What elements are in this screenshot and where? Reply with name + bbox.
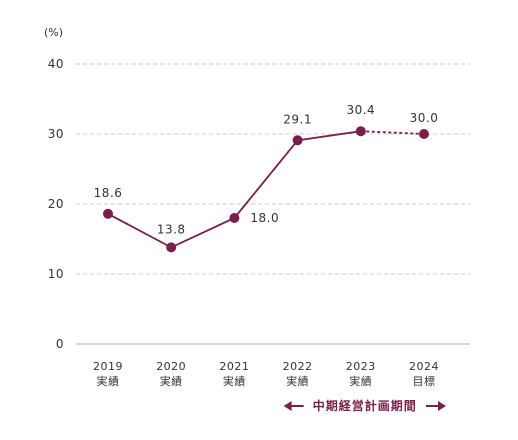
y-tick-20: 20 xyxy=(48,197,64,211)
data-label-2021: 18.0 xyxy=(250,211,279,225)
y-tick-40: 40 xyxy=(48,57,64,71)
period-annotation: 中期経営計画期間 xyxy=(283,398,446,413)
x-tick-2023: 2023 実績 xyxy=(346,360,376,388)
point-2022 xyxy=(292,135,303,146)
y-tick-0: 0 xyxy=(56,337,64,351)
data-labels: 18.6 13.8 18.0 29.1 30.4 30.0 xyxy=(94,103,439,236)
y-grid xyxy=(76,63,470,345)
data-label-2023: 30.4 xyxy=(346,103,375,117)
point-2021 xyxy=(229,213,240,223)
series-line-solid xyxy=(107,130,361,249)
x-tick-labels: 2019 実績 2020 実績 2021 実績 2022 実績 2023 実績 2024 目標 xyxy=(93,360,439,388)
point-2020 xyxy=(166,242,177,253)
period-label: 中期経営計画期間 xyxy=(313,398,417,413)
data-label-2024: 30.0 xyxy=(410,111,439,125)
data-label-2022: 29.1 xyxy=(283,112,312,126)
y-tick-30: 30 xyxy=(48,127,64,141)
y-axis-unit-label: (%) xyxy=(44,26,63,39)
series-group xyxy=(103,126,429,253)
x-tick-2019: 2019 実績 xyxy=(93,360,123,388)
point-2019 xyxy=(103,208,113,219)
point-2024 xyxy=(419,129,429,139)
x-tick-2022: 2022 実績 xyxy=(283,360,313,388)
x-tick-2020: 2020 実績 xyxy=(156,360,186,388)
period-arrow-left-head xyxy=(283,401,292,411)
x-tick-2024: 2024 目標 xyxy=(409,360,439,388)
y-tick-10: 10 xyxy=(48,267,64,281)
period-arrow-right-head xyxy=(438,401,446,411)
x-tick-2021: 2021 実績 xyxy=(219,360,249,388)
y-tick-labels: 0 10 20 30 40 xyxy=(48,57,64,351)
data-label-2019: 18.6 xyxy=(94,186,123,200)
point-2023 xyxy=(355,126,366,137)
data-label-2020: 13.8 xyxy=(157,222,186,236)
